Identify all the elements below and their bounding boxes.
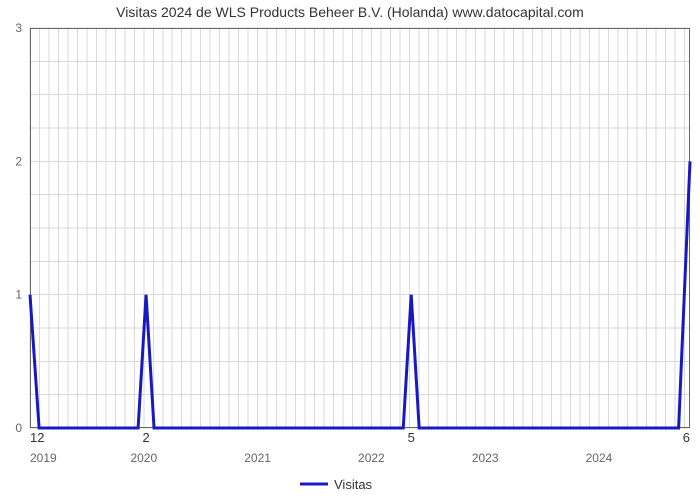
legend: Visitas [300, 472, 420, 496]
svg-text:2023: 2023 [472, 451, 499, 465]
legend-label: Visitas [334, 477, 373, 492]
svg-text:2020: 2020 [130, 451, 157, 465]
svg-text:1: 1 [15, 288, 22, 302]
svg-text:3: 3 [15, 21, 22, 35]
svg-text:2019: 2019 [30, 451, 57, 465]
chart-title: Visitas 2024 de WLS Products Beheer B.V.… [0, 4, 700, 20]
svg-text:2: 2 [15, 154, 22, 168]
svg-text:2: 2 [142, 430, 149, 445]
y-axis-ticks: 0 1 2 3 [15, 21, 22, 435]
data-point-labels: 12 2 5 6 [30, 430, 690, 445]
svg-text:5: 5 [408, 430, 415, 445]
svg-text:2022: 2022 [358, 451, 385, 465]
svg-text:2024: 2024 [586, 451, 613, 465]
svg-text:6: 6 [683, 430, 690, 445]
svg-text:12: 12 [30, 430, 44, 445]
x-axis-ticks: 2019 2020 2021 2022 2023 2024 [30, 451, 613, 465]
svg-text:2021: 2021 [244, 451, 271, 465]
grid [30, 28, 690, 428]
svg-text:0: 0 [15, 421, 22, 435]
visits-line-chart: 0123 201920202021202220232024 12256 [30, 28, 690, 488]
